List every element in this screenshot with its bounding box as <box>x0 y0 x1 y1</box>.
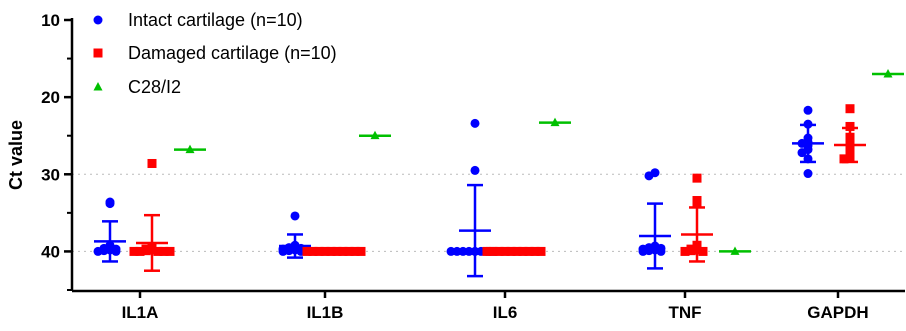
axes <box>70 18 905 293</box>
data-point <box>308 246 318 256</box>
data-point <box>692 173 702 183</box>
data-point <box>470 165 480 175</box>
data-point <box>302 246 312 256</box>
legend-marker <box>93 15 103 25</box>
data-point <box>153 246 163 256</box>
data-point <box>644 171 654 181</box>
x-category-label: GAPDH <box>807 303 868 322</box>
data-point <box>482 246 492 256</box>
y-axis-title: Ct value <box>6 120 26 190</box>
data-point <box>839 154 849 164</box>
legend-label: Damaged cartilage (n=10) <box>128 43 337 63</box>
data-point <box>314 246 324 256</box>
data-point <box>656 246 666 256</box>
x-category-label: IL6 <box>493 303 518 322</box>
data-point <box>141 246 151 256</box>
data-point <box>698 246 708 256</box>
data-point <box>290 211 300 221</box>
data-point <box>105 199 115 209</box>
data-marks <box>93 69 904 278</box>
y-tick-label: 20 <box>41 88 60 107</box>
y-tick-label: 40 <box>41 242 60 261</box>
x-category-label: TNF <box>668 303 701 322</box>
data-point <box>135 246 145 256</box>
data-point <box>803 169 813 179</box>
data-point <box>446 246 456 256</box>
data-point <box>494 246 504 256</box>
legend-label: Intact cartilage (n=10) <box>128 10 303 30</box>
data-point <box>470 118 480 128</box>
x-category-label: IL1A <box>122 303 159 322</box>
data-point <box>111 246 121 256</box>
data-point <box>797 148 807 158</box>
data-point <box>147 158 157 168</box>
data-point <box>536 246 546 256</box>
legend-label: C28/I2 <box>128 77 181 97</box>
x-category-label: IL1B <box>307 303 344 322</box>
data-point <box>530 246 540 256</box>
data-point <box>159 246 169 256</box>
data-point <box>370 130 380 140</box>
data-point <box>680 246 690 256</box>
data-point <box>93 246 103 256</box>
legend-marker <box>93 48 103 58</box>
y-tick-label: 10 <box>41 11 60 30</box>
data-point <box>883 69 893 78</box>
data-point <box>488 246 498 256</box>
c28-series <box>174 69 904 255</box>
data-point <box>845 121 855 131</box>
data-point <box>350 246 360 256</box>
x-category-labels: IL1A IL1B IL6 TNF GAPDH <box>122 291 869 322</box>
data-point <box>638 246 648 256</box>
legend: Intact cartilage (n=10) Damaged cartilage… <box>93 10 337 97</box>
data-point <box>686 246 696 256</box>
data-point <box>550 117 560 127</box>
data-point <box>803 105 813 115</box>
data-point <box>845 104 855 114</box>
damaged-series <box>129 104 866 272</box>
legend-marker <box>93 82 103 91</box>
y-tick-label: 30 <box>41 165 60 184</box>
data-point <box>692 199 702 209</box>
y-ticks: 10 20 30 40 <box>41 11 72 291</box>
data-point <box>730 246 740 255</box>
data-point <box>165 246 175 256</box>
data-point <box>129 246 139 256</box>
data-point <box>278 246 288 256</box>
intact-series <box>93 105 824 278</box>
data-point <box>185 144 195 154</box>
grid-lines <box>72 173 905 252</box>
data-point <box>356 246 366 256</box>
